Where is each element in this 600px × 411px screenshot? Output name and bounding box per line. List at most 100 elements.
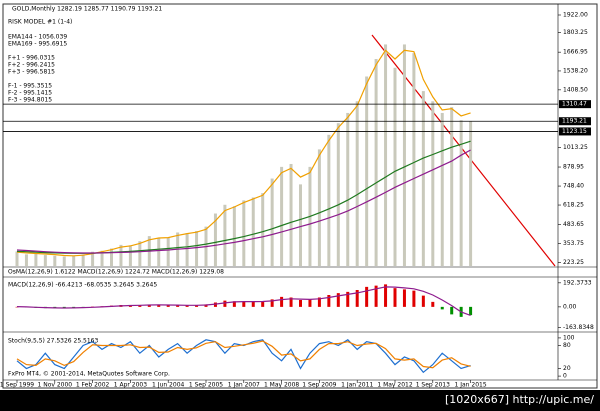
bar (355, 290, 359, 307)
bar (138, 305, 142, 307)
bar (365, 76, 369, 266)
chart-title: GOLD,Monthly 1282.19 1285.77 1190.79 119… (12, 6, 162, 13)
bar (289, 297, 293, 307)
bar (62, 306, 66, 308)
bar (242, 200, 246, 266)
copyright: FxPro MT4, © 2001-2014, MetaQuotes Softw… (8, 371, 170, 378)
watermark: [1020x667] http://upic.me/ (445, 393, 594, 406)
bar (270, 178, 274, 266)
x-tick-label: 1 May 2012 (377, 382, 412, 389)
bar (317, 297, 321, 307)
y-tick-label: 618.25 (563, 202, 584, 209)
bar (431, 301, 435, 307)
y-tick-label: 1013.25 (563, 144, 588, 151)
y-tick-label: 1538.20 (563, 67, 588, 74)
bar (421, 91, 425, 266)
bar (128, 305, 132, 307)
bar (223, 204, 227, 266)
bar (223, 300, 227, 307)
bar (365, 286, 369, 307)
x-tick-label: 1 Sep 2013 (416, 382, 450, 389)
bar (110, 248, 113, 266)
annotation: EMA144 - 1056.039 (8, 34, 67, 41)
y-tick-label: 878.95 (563, 164, 584, 171)
x-tick-label: 1 Jun 2004 (152, 382, 184, 389)
osma-label: OsMA(12,26,9) 1.6122 MACD(12,26,9) 1224.… (8, 269, 224, 276)
bar (72, 306, 76, 308)
footer-band (0, 390, 600, 411)
bar (450, 107, 454, 266)
bar (157, 305, 161, 307)
bar (251, 197, 255, 266)
bar (91, 251, 95, 266)
bar (24, 254, 28, 266)
y-tick-label: -163.8348 (563, 324, 594, 331)
y-tick-label: 20 (563, 365, 571, 372)
bar (195, 305, 199, 307)
line (16, 149, 471, 254)
bar (232, 301, 236, 307)
x-tick-label: 1 Jan 2015 (455, 382, 487, 389)
bar (299, 184, 302, 266)
bar (402, 289, 406, 307)
chart-title: Stoch(9,5,5) 27.5326 25.5163 (8, 338, 99, 345)
bar (195, 231, 199, 266)
bar (440, 112, 444, 266)
bar (72, 255, 76, 266)
line (16, 339, 471, 374)
bar (412, 290, 416, 307)
annotation: F+1 - 996.0315 (8, 55, 55, 62)
bar (327, 295, 331, 307)
y-tick-label: 1803.25 (563, 29, 588, 36)
bar (431, 101, 435, 266)
bar (204, 304, 208, 307)
bar (185, 305, 189, 307)
y-tick-label: 0.00 (563, 303, 577, 310)
bar (355, 101, 359, 266)
bar (128, 246, 132, 266)
bar (81, 254, 85, 266)
bar (469, 306, 473, 316)
y-tick-label: 748.40 (563, 183, 584, 190)
bar (327, 134, 331, 266)
x-tick-label: 1 Apr 2003 (114, 382, 147, 389)
price-label: 1310.47 (562, 101, 587, 108)
bar (62, 256, 66, 266)
bar (242, 301, 246, 307)
bar (374, 285, 378, 307)
bar (34, 253, 38, 266)
bar (147, 304, 151, 307)
trend-line (371, 34, 556, 267)
bar (261, 193, 265, 266)
bar (393, 288, 397, 307)
bar (421, 295, 425, 307)
price-box (559, 127, 591, 136)
y-tick-label: 192.3733 (563, 279, 592, 286)
x-tick-label: 1 Sep 1999 (0, 382, 34, 389)
bar (469, 121, 473, 266)
price-box (559, 100, 591, 109)
x-tick-label: 1 Nov 2000 (37, 382, 72, 389)
chart-title: MACD(12,26,9) -66.4213 -68.0535 3.2645 3… (8, 282, 157, 289)
x-tick-label: 1 May 2008 (264, 382, 299, 389)
bar (185, 233, 189, 266)
annotation: RISK MODEL #1 (1-4) (8, 19, 72, 26)
bar (166, 237, 170, 266)
price-label: 1193.21 (562, 118, 587, 125)
y-tick-label: 1922.00 (563, 11, 588, 18)
bar (384, 44, 388, 267)
bar (138, 241, 142, 266)
bar (213, 213, 217, 266)
bar (289, 163, 293, 266)
x-tick-label: 1 Feb 2002 (76, 382, 110, 389)
bar (280, 296, 284, 307)
bar (393, 67, 397, 266)
y-tick-label: 1408.50 (563, 86, 588, 93)
bar (43, 255, 47, 266)
x-tick-label: 1 Jan 2011 (341, 382, 373, 389)
bar (270, 299, 274, 307)
bar (412, 53, 416, 267)
bar (402, 44, 406, 267)
price-label: 1123.15 (562, 128, 587, 135)
